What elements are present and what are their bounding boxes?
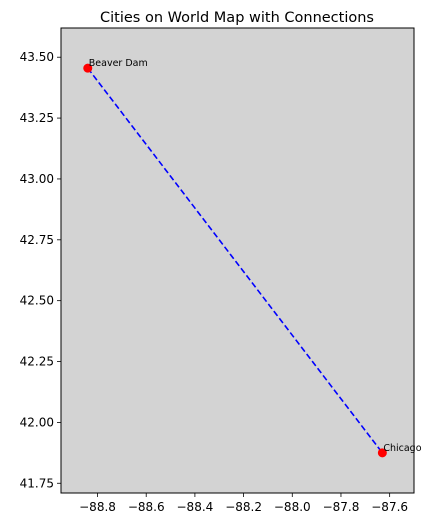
y-tick-label: 43.25 <box>20 111 54 125</box>
city-point-chicago <box>377 448 387 458</box>
x-tick-label: −88.8 <box>79 500 116 514</box>
y-tick-label: 43.00 <box>20 172 54 186</box>
x-tick-label: −87.6 <box>371 500 408 514</box>
points-layer <box>83 63 387 458</box>
x-tick-label: −88.0 <box>274 500 311 514</box>
city-label-chicago: Chicago <box>383 443 421 454</box>
y-tick-label: 42.75 <box>20 233 54 247</box>
x-tick-label: −88.6 <box>128 500 165 514</box>
y-tick-label: 42.25 <box>20 355 54 369</box>
plot-frame <box>60 27 415 494</box>
x-tick-label: −88.4 <box>177 500 214 514</box>
x-tick-label: −88.2 <box>225 500 262 514</box>
x-axis-ticks: −88.8 −88.6 −88.4 −88.2 −88.0 −87.8 −87.6 <box>79 493 408 514</box>
y-tick-label: 43.50 <box>20 50 54 64</box>
y-tick-label: 42.00 <box>20 415 54 429</box>
labels-layer: Beaver Dam Chicago <box>89 58 422 454</box>
y-tick-label: 41.75 <box>20 476 54 490</box>
plot-background <box>61 28 414 493</box>
city-label-beaver-dam: Beaver Dam <box>89 58 148 69</box>
y-axis-ticks: 41.75 42.00 42.25 42.50 42.75 43.00 43.25 43.50 <box>20 50 61 490</box>
chart-title: Cities on World Map with Connections <box>100 10 374 26</box>
x-tick-label: −87.8 <box>323 500 360 514</box>
city-point-beaver-dam <box>83 63 93 73</box>
y-tick-label: 42.50 <box>20 294 54 308</box>
